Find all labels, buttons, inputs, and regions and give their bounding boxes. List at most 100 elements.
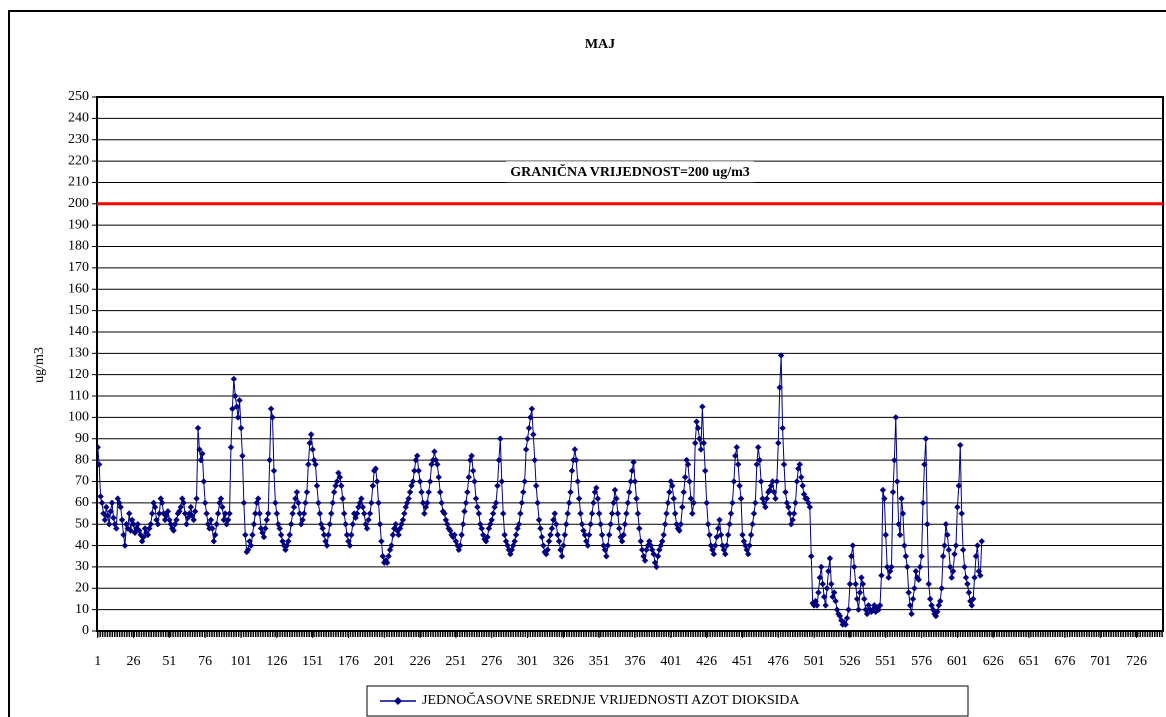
data-point (193, 495, 200, 502)
data-point (790, 510, 798, 517)
data-point (937, 597, 944, 605)
data-point (684, 461, 692, 468)
data-point (240, 499, 248, 507)
x-tick-label: 476 (768, 654, 789, 669)
data-point (727, 510, 735, 517)
data-point (670, 495, 677, 502)
x-tick-label: 251 (445, 654, 466, 669)
data-point (133, 525, 140, 532)
data-point (772, 495, 779, 502)
data-point (750, 510, 758, 517)
x-tick-label: 526 (839, 654, 860, 669)
data-point (594, 495, 601, 502)
data-point (305, 461, 312, 468)
data-point (257, 525, 265, 532)
data-point (378, 538, 385, 545)
y-tick-label: 220 (68, 153, 89, 168)
data-point (653, 563, 660, 571)
data-point (173, 516, 180, 524)
x-tick-label: 76 (198, 654, 212, 669)
data-point (399, 516, 407, 524)
data-point (545, 538, 553, 545)
y-tick-label: 190 (68, 217, 89, 232)
data-point (853, 595, 861, 603)
data-point (959, 546, 967, 554)
data-point (515, 521, 523, 528)
data-point (719, 542, 726, 549)
data-point (724, 531, 732, 539)
data-point (955, 482, 963, 489)
y-tick-label: 40 (75, 538, 89, 553)
data-point (174, 510, 182, 517)
x-tick-label: 601 (947, 654, 968, 669)
data-point (406, 488, 414, 496)
data-point (881, 495, 888, 502)
data-point (144, 531, 152, 539)
data-point (273, 510, 281, 517)
data-point (614, 510, 622, 517)
data-point (707, 542, 715, 549)
data-point (223, 521, 230, 528)
data-point (405, 495, 412, 502)
data-point (108, 499, 116, 507)
data-point (550, 516, 557, 524)
data-point (826, 555, 834, 562)
data-point (813, 602, 821, 609)
data-point (391, 525, 398, 532)
data-point (932, 612, 940, 620)
x-tick-label: 226 (410, 654, 431, 669)
y-tick-label: 100 (68, 410, 89, 425)
data-point (389, 531, 397, 539)
data-point (737, 495, 745, 502)
data-point (892, 414, 899, 421)
data-point (459, 521, 467, 528)
data-point (604, 542, 611, 549)
data-point (607, 521, 614, 528)
data-point (537, 525, 544, 532)
data-point (965, 589, 973, 596)
data-point (214, 510, 222, 517)
data-point (686, 478, 693, 485)
data-point (899, 510, 907, 517)
data-point (247, 542, 255, 549)
data-point (207, 516, 215, 524)
data-point (369, 482, 377, 489)
data-point (908, 610, 915, 618)
data-point (183, 521, 190, 528)
data-point (525, 424, 533, 432)
data-point (919, 499, 927, 507)
data-point (323, 542, 331, 549)
data-point (363, 525, 371, 532)
data-point (696, 435, 703, 442)
data-point (944, 531, 951, 539)
data-point (482, 538, 490, 545)
data-point (812, 597, 819, 605)
data-point (375, 499, 382, 507)
x-tick-label: 376 (625, 654, 646, 669)
y-tick-label: 110 (69, 388, 89, 403)
data-point (308, 431, 315, 438)
data-point (138, 538, 146, 545)
y-tick-label: 10 (75, 602, 89, 617)
data-point (720, 546, 728, 554)
data-point (762, 503, 769, 511)
y-tick-label: 240 (68, 111, 89, 126)
data-point (627, 478, 634, 485)
data-point (951, 550, 958, 558)
data-point (177, 503, 185, 511)
data-point (621, 521, 629, 528)
data-point (911, 585, 918, 592)
data-point (691, 439, 699, 447)
data-point (558, 553, 566, 560)
data-point (863, 610, 871, 618)
data-point (359, 503, 366, 511)
data-point (111, 521, 119, 528)
data-point (495, 456, 503, 464)
data-point (922, 435, 930, 442)
data-point (401, 510, 408, 517)
data-point (498, 478, 505, 485)
data-point (885, 574, 892, 581)
data-point (775, 439, 782, 447)
data-point (398, 521, 405, 528)
data-point (518, 499, 526, 507)
